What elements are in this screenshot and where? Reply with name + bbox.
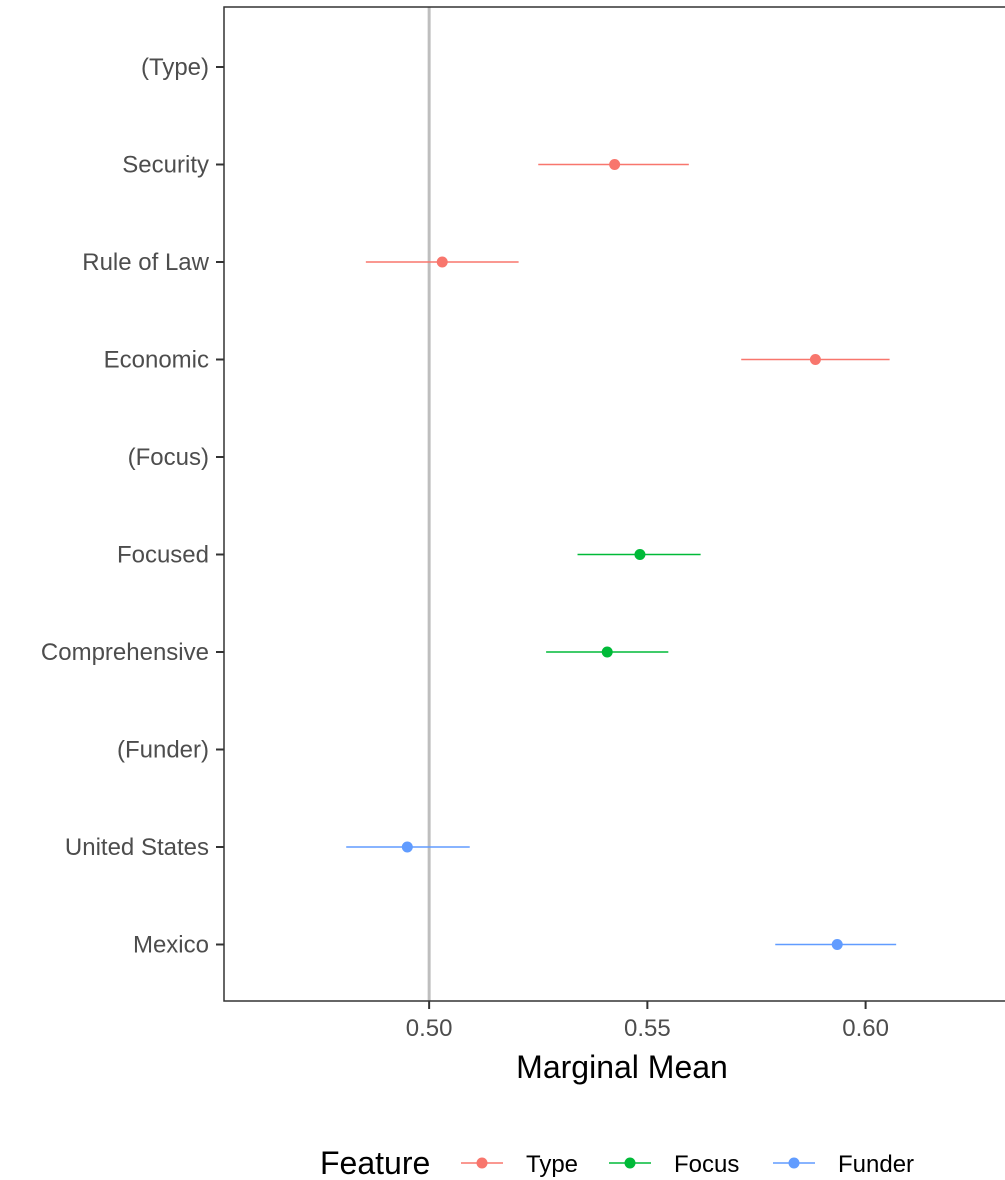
point-united-states: [401, 841, 413, 853]
legend-label-focus: Focus: [674, 1151, 739, 1178]
y-tick-label: Rule of Law: [82, 249, 209, 276]
y-tick-label: Mexico: [133, 932, 209, 959]
point-security: [609, 159, 621, 170]
x-tick-label: 0.55: [624, 1015, 671, 1042]
x-tick-label: 0.60: [842, 1015, 889, 1042]
y-tick-label: Comprehensive: [41, 639, 209, 666]
x-tick-label: 0.50: [406, 1015, 453, 1042]
plot-panel-border: [223, 6, 1005, 1002]
legend-label-type: Type: [526, 1151, 578, 1178]
legend-key-point-type: [476, 1157, 488, 1169]
point-rule-of-law: [436, 256, 448, 268]
y-tick-label: (Funder): [117, 737, 209, 764]
y-tick-label: Focused: [117, 542, 209, 569]
point-mexico: [831, 939, 843, 950]
point-focused: [634, 549, 646, 560]
y-tick-label: Economic: [104, 347, 209, 374]
point-economic: [809, 354, 821, 365]
y-tick-label: (Type): [141, 54, 209, 81]
y-tick-label: (Focus): [128, 444, 209, 471]
y-tick-label: Security: [122, 152, 209, 179]
legend-label-funder: Funder: [838, 1151, 914, 1178]
legend-key-point-focus: [624, 1157, 636, 1169]
y-tick-label: United States: [65, 834, 209, 861]
legend-title: Feature: [320, 1145, 430, 1180]
point-comprehensive: [601, 646, 613, 658]
x-axis-title: Marginal Mean: [516, 1049, 728, 1085]
legend-key-point-funder: [788, 1157, 800, 1169]
